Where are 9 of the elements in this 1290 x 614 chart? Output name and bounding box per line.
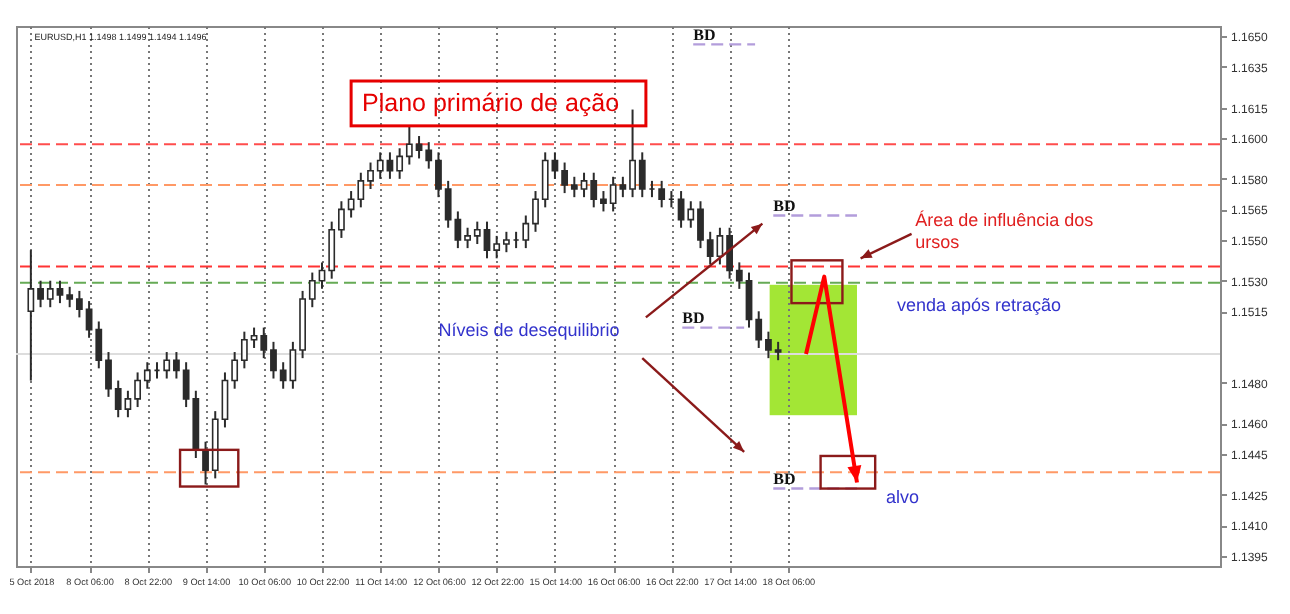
annotation: BD: [693, 26, 716, 45]
annotation: Área de influência dos ursos: [915, 209, 1095, 252]
annotation: BD: [682, 309, 705, 328]
annotation: venda após retração: [897, 295, 1062, 316]
annotation: BD: [773, 470, 796, 489]
annotation: Níveis de desequilibrio: [438, 319, 620, 340]
annotation: BD: [773, 197, 796, 216]
annotation: alvo: [886, 486, 920, 507]
annotation: Plano primário de ação: [362, 89, 620, 118]
